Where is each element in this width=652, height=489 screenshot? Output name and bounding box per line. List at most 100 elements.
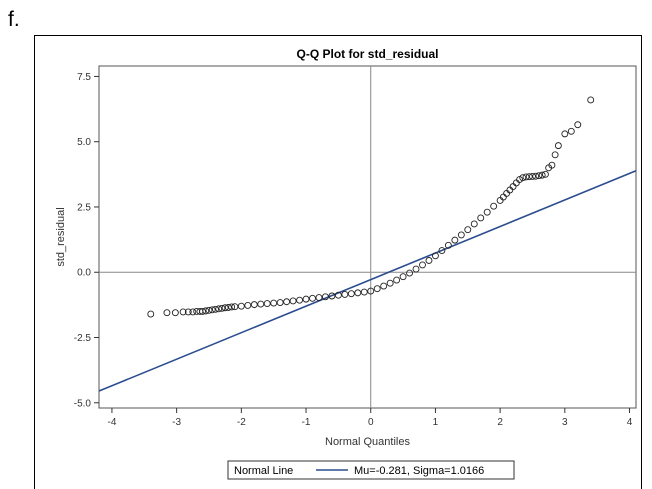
data-point — [244, 301, 252, 309]
data-point — [373, 285, 381, 293]
data-point — [406, 269, 414, 277]
data-point — [535, 172, 543, 180]
data-point — [519, 174, 527, 182]
data-point — [574, 121, 582, 129]
data-point — [529, 172, 536, 180]
x-tick-label: -1 — [302, 417, 311, 428]
data-point — [490, 202, 498, 210]
data-point — [334, 291, 342, 299]
graph-frame — [34, 35, 642, 489]
data-point — [147, 310, 155, 318]
y-tick-label: 7.5 — [77, 72, 91, 83]
data-point — [215, 305, 223, 313]
data-point — [386, 279, 394, 287]
data-point — [283, 298, 291, 306]
data-point — [163, 309, 171, 317]
data-point — [221, 304, 229, 312]
data-point — [205, 306, 213, 314]
data-point — [302, 295, 310, 303]
data-point — [561, 130, 569, 138]
data-point — [270, 299, 278, 307]
data-point — [551, 151, 559, 159]
data-point — [171, 309, 179, 317]
data-point — [499, 193, 507, 201]
x-tick-label: 4 — [627, 417, 633, 428]
x-tick-label: 2 — [497, 417, 503, 428]
legend-entry: Mu=-0.281, Sigma=1.0166 — [354, 465, 484, 477]
data-point — [496, 197, 504, 204]
data-point — [393, 276, 401, 284]
data-point — [567, 127, 575, 135]
data-point — [522, 173, 530, 181]
data-point — [354, 289, 362, 297]
data-point — [470, 220, 478, 228]
data-point — [538, 171, 546, 179]
x-tick-label: -2 — [237, 417, 246, 428]
x-tick-label: -4 — [107, 417, 116, 428]
data-point — [587, 96, 595, 104]
data-point — [289, 297, 297, 305]
data-point — [257, 300, 265, 308]
data-point — [477, 214, 485, 222]
chart-title: Q-Q Plot for std_residual — [296, 47, 438, 61]
y-tick-label: -5.0 — [74, 398, 92, 409]
data-point — [341, 290, 349, 298]
data-point — [276, 299, 284, 306]
figure-label: f. — [8, 8, 20, 31]
data-point — [525, 173, 533, 181]
x-tick-label: 1 — [433, 417, 439, 428]
data-point — [237, 302, 245, 310]
data-point — [202, 307, 210, 315]
reference-lines — [99, 66, 636, 408]
data-point — [321, 293, 329, 301]
data-point — [360, 288, 368, 296]
y-tick-label: 0.0 — [77, 268, 91, 279]
y-axis-title: std_residual — [55, 207, 67, 266]
y-tick-label: 2.5 — [77, 202, 91, 213]
data-point — [231, 303, 239, 311]
data-point — [425, 257, 433, 264]
legend-label: Normal Line — [234, 465, 293, 477]
data-point — [179, 308, 187, 316]
data-point — [184, 308, 192, 316]
data-point — [509, 183, 517, 191]
data-point — [263, 300, 271, 308]
data-point — [419, 261, 426, 269]
data-point — [512, 179, 520, 187]
legend: Normal Line Mu=-0.281, Sigma=1.0166 — [227, 460, 515, 480]
x-axis-title: Normal Quantiles — [325, 436, 410, 448]
data-point — [228, 303, 236, 311]
data-point — [412, 265, 420, 273]
data-point — [554, 142, 562, 150]
data-point — [347, 290, 355, 298]
y-tick-label: -2.5 — [74, 333, 92, 344]
data-point — [328, 292, 336, 300]
x-tick-label: 0 — [368, 417, 374, 428]
data-points — [147, 96, 595, 318]
data-point — [444, 241, 452, 249]
data-point — [532, 172, 540, 180]
data-point — [431, 252, 439, 260]
data-point — [541, 170, 549, 178]
data-point — [212, 305, 219, 313]
data-point — [250, 301, 258, 309]
data-point — [315, 294, 323, 302]
data-point — [457, 231, 465, 239]
data-point — [483, 208, 491, 216]
data-point — [503, 189, 511, 197]
x-tick-label: -3 — [172, 417, 181, 428]
data-point — [199, 307, 206, 315]
data-point — [380, 282, 388, 290]
normal-fit-line — [98, 170, 637, 392]
data-point — [224, 304, 232, 311]
y-tick-label: 5.0 — [77, 137, 91, 148]
data-point — [208, 306, 216, 314]
data-point — [399, 273, 407, 281]
legend-box — [227, 460, 515, 480]
x-tick-label: 3 — [562, 417, 568, 428]
data-point — [218, 304, 226, 312]
data-point — [189, 308, 197, 316]
data-point — [309, 294, 316, 302]
data-point — [438, 247, 446, 255]
